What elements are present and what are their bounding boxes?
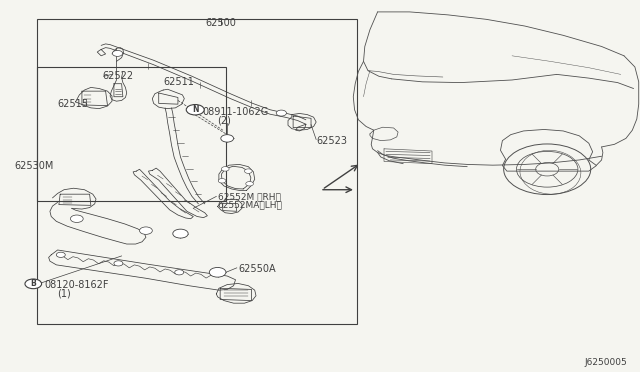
Circle shape [25,279,42,289]
Circle shape [173,229,188,238]
Text: J6250005: J6250005 [584,358,627,367]
Text: 62530M: 62530M [14,161,54,170]
Text: N: N [192,105,198,114]
Circle shape [140,227,152,234]
Circle shape [221,167,229,171]
Text: 62552M 〈RH〉: 62552M 〈RH〉 [218,193,280,202]
Circle shape [218,179,226,183]
Text: (1): (1) [58,288,71,298]
Text: (2): (2) [218,116,232,126]
Bar [37,19,357,324]
Text: B: B [31,279,36,288]
Circle shape [186,105,204,115]
Text: 08120-8162F: 08120-8162F [45,280,109,289]
Circle shape [246,182,253,186]
Text: 62522: 62522 [102,71,134,81]
Circle shape [276,110,287,116]
Text: 62552MA〈LH〉: 62552MA〈LH〉 [218,200,282,209]
Circle shape [113,51,123,57]
Circle shape [244,169,252,173]
Text: 62523: 62523 [316,137,347,146]
Circle shape [114,261,123,266]
Circle shape [209,267,226,277]
Bar [37,67,226,201]
Text: 62511: 62511 [163,77,194,87]
Text: 62500: 62500 [205,18,236,28]
Circle shape [175,270,184,275]
Text: 62550A: 62550A [238,264,276,273]
Circle shape [221,135,234,142]
Circle shape [56,252,65,257]
Text: 08911-1062G: 08911-1062G [202,107,269,116]
Text: 62515: 62515 [58,99,88,109]
Circle shape [70,215,83,222]
